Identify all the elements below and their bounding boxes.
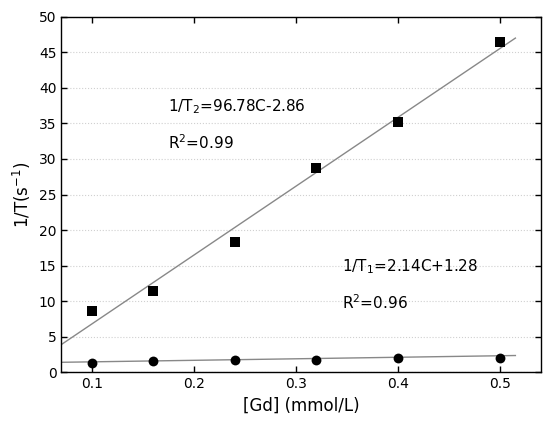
Point <box>394 118 402 125</box>
Text: 1/T$_1$=2.14C+1.28: 1/T$_1$=2.14C+1.28 <box>342 258 477 276</box>
Point <box>148 358 157 365</box>
Point <box>87 360 96 367</box>
Text: R$^2$=0.96: R$^2$=0.96 <box>342 293 408 312</box>
Point <box>496 38 505 45</box>
Point <box>230 239 239 246</box>
Text: R$^2$=0.99: R$^2$=0.99 <box>168 133 234 152</box>
Point <box>87 308 96 315</box>
Point <box>148 287 157 294</box>
Point <box>230 357 239 364</box>
Text: 1/T$_2$=96.78C-2.86: 1/T$_2$=96.78C-2.86 <box>168 98 306 116</box>
Point <box>496 354 505 361</box>
Point <box>394 355 402 362</box>
Point <box>312 165 321 172</box>
Y-axis label: 1/T(s$^{-1}$): 1/T(s$^{-1}$) <box>11 161 33 228</box>
Point <box>312 356 321 363</box>
X-axis label: [Gd] (mmol/L): [Gd] (mmol/L) <box>243 397 359 415</box>
